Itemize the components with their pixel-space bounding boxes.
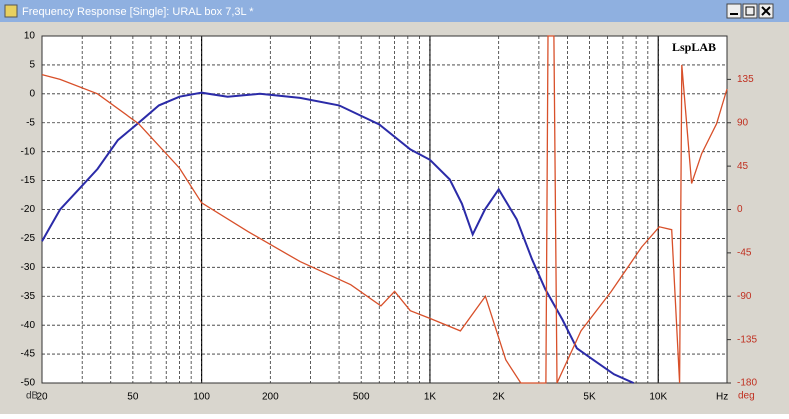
y-tick-label: 10 [24, 31, 36, 42]
x-tick-label: 1K [424, 392, 437, 403]
minimize-button[interactable] [726, 3, 742, 19]
logo: LspLAB [672, 40, 716, 54]
series-line [41, 91, 635, 384]
title-bar [0, 0, 789, 22]
x-tick-label: 100 [193, 392, 210, 403]
y-tick-label: -10 [21, 146, 36, 157]
maximize-glyph [745, 6, 755, 16]
y-tick-label: -20 [21, 204, 36, 215]
y2-tick-label: 90 [737, 117, 749, 128]
x-tick-label: 20 [36, 392, 48, 403]
x-tick-label: 10K [649, 392, 667, 403]
y-tick-label: -40 [21, 320, 36, 331]
y-tick-label: -25 [21, 233, 36, 244]
y-tick-label: -30 [21, 262, 36, 273]
y-tick-label: -5 [26, 117, 35, 128]
y2-tick-label: -135 [737, 334, 757, 345]
y2-tick-label: -180 [737, 378, 757, 389]
y-axis-label: dB [26, 391, 39, 402]
y-tick-label: -35 [21, 291, 36, 302]
window-title: Frequency Response [Single]: URAL box 7,… [22, 6, 254, 18]
y-tick-label: -15 [21, 175, 36, 186]
y-tick-label: -50 [21, 378, 36, 389]
app-icon [4, 4, 18, 18]
y2-tick-label: 135 [737, 74, 754, 85]
x-axis-label: Hz [716, 392, 728, 403]
x-tick-label: 50 [127, 392, 139, 403]
series-line [41, 35, 728, 384]
y-tick-label: -45 [21, 349, 36, 360]
y2-tick-label: 0 [737, 204, 743, 215]
close-glyph [761, 6, 771, 16]
y-tick-label: 5 [29, 60, 35, 71]
x-tick-label: 500 [353, 392, 370, 403]
y2-tick-label: -45 [737, 248, 752, 259]
x-tick-label: 200 [262, 392, 279, 403]
maximize-button[interactable] [742, 3, 758, 19]
x-tick-label: 2K [493, 392, 506, 403]
x-tick-label: 5K [583, 392, 596, 403]
y2-axis-label: deg [738, 391, 755, 402]
y2-tick-label: -90 [737, 291, 752, 302]
y-tick-label: 0 [29, 88, 35, 99]
y2-tick-label: 45 [737, 161, 749, 172]
